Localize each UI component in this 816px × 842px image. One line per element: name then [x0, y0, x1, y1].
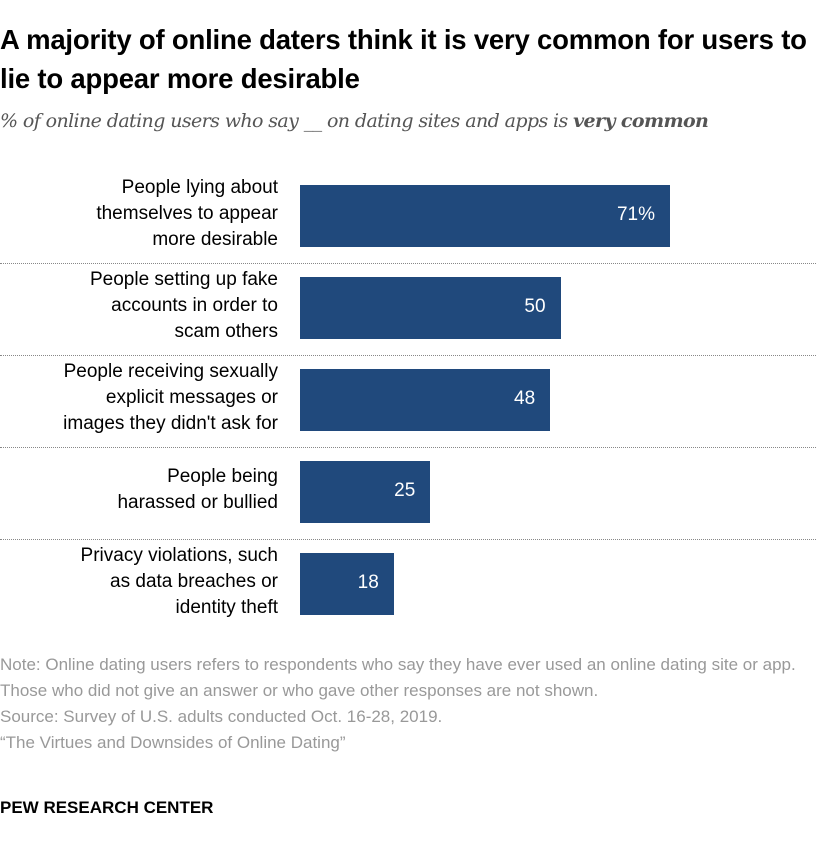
data-label: 18 — [357, 572, 379, 593]
row-separator — [0, 539, 816, 540]
category-label: People lying about themselves to appear mo… — [0, 175, 278, 253]
category-label-line: explicit messages or — [105, 387, 278, 408]
source-text: Source: Survey of U.S. adults conducted … — [0, 707, 443, 726]
data-label: 50 — [524, 296, 546, 317]
category-label-line: Privacy violations, such — [80, 545, 278, 566]
category-label: People receiving sexually explicit messag… — [0, 359, 278, 437]
row-separator — [0, 263, 816, 264]
chart-title: A majority of online daters think it is … — [0, 24, 807, 94]
category-label-line: images they didn't ask for — [63, 413, 278, 434]
category-label-line: People receiving sexually — [63, 361, 278, 382]
report-title: “The Virtues and Downsides of Online Dat… — [0, 733, 346, 752]
note-text: Note: Online dating users refers to resp… — [0, 655, 796, 700]
bar — [300, 185, 670, 247]
subtitle-emphasis: very common — [573, 110, 709, 132]
category-label-line: identity theft — [175, 597, 278, 618]
category-label-line: scam others — [174, 321, 278, 342]
bar — [300, 553, 394, 615]
data-label: 48 — [514, 388, 536, 409]
category-label-line: People setting up fake — [89, 269, 278, 290]
data-label: 25 — [394, 480, 416, 501]
row-separator — [0, 355, 816, 356]
category-label-line: more desirable — [152, 229, 278, 250]
chart-subtitle: % of online dating users who say __ on d… — [0, 110, 709, 132]
category-label-line: People being — [167, 466, 278, 487]
category-label-line: as data breaches or — [110, 571, 278, 592]
category-label-line: themselves to appear — [96, 203, 278, 224]
bar — [300, 277, 561, 339]
category-label: People setting up fake accounts in order … — [0, 267, 278, 345]
subtitle-text: % of online dating users who say __ on d… — [0, 110, 574, 132]
category-label-line: accounts in order to — [111, 295, 278, 316]
row-separator — [0, 447, 816, 448]
data-label: 71% — [616, 204, 655, 225]
category-label: People being harassed or bullied — [0, 464, 278, 516]
bar — [300, 369, 551, 431]
category-label-line: harassed or bullied — [117, 492, 278, 513]
bar — [300, 461, 431, 523]
category-label: Privacy violations, such as data breaches… — [0, 543, 278, 621]
category-label-line: People lying about — [121, 177, 278, 198]
chart-notes: Note: Online dating users refers to resp… — [0, 652, 816, 756]
pew-logo: PEW RESEARCH CENTER — [0, 798, 214, 817]
